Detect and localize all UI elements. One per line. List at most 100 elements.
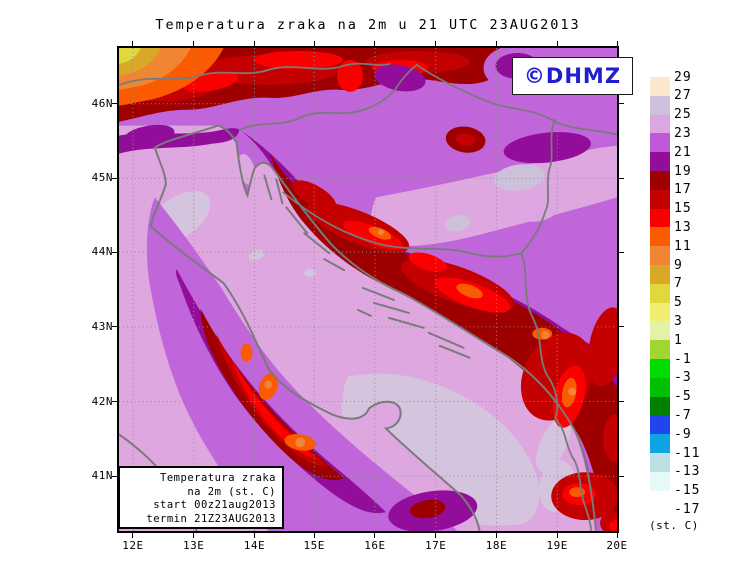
lat-tick-left [112,475,117,477]
lon-tick-bottom [616,533,618,538]
map-area [117,46,619,533]
lon-tick-label: 19E [546,539,568,552]
colorbar-level-label: 17 [674,182,692,198]
colorbar-level-label: -5 [674,389,692,405]
lon-tick-bottom [374,533,376,538]
colorbar-level-label: 21 [674,144,692,160]
lon-tick-top [132,41,134,46]
lon-tick-bottom [556,533,558,538]
colorbar-cell [650,114,670,134]
colorbar-cell [650,434,670,453]
colorbar-level-label: 13 [674,219,692,235]
lat-tick-right [619,251,624,253]
colorbar-cell [650,246,670,265]
colorbar-cell [650,189,670,209]
lon-tick-top [193,41,195,46]
colorbar-units-label: (st. C) [649,519,699,532]
colorbar-cell [650,340,670,359]
lon-tick-label: 15E [303,539,325,552]
valley-warm-cores [444,164,546,232]
colorbar-level-label: 5 [674,295,683,311]
colorbar-level-label: 1 [674,332,683,348]
colorbar-level-label: 25 [674,107,692,123]
temperature-field-svg [119,48,617,531]
lat-tick-left [112,251,117,253]
lon-tick-bottom [253,533,255,538]
lat-tick-label: 45N [91,171,113,185]
info-line-termin: termin 21Z23AUG2013 [146,512,276,525]
islands [263,174,471,359]
colorbar-cell [650,171,670,190]
colorbar-level-label: 15 [674,201,692,217]
colorbar-level-label: 23 [674,125,692,141]
lat-tick-left [112,177,117,179]
colorbar-cell [650,265,670,284]
lat-tick-left [112,103,117,105]
colorbar-cell [650,453,670,472]
colorbar-cell [650,227,670,247]
lon-tick-label: 18E [485,539,508,552]
lon-tick-bottom [495,533,497,538]
lat-tick-label: 41N [91,469,113,483]
lon-tick-label: 12E [122,539,144,552]
colorbar-cell [650,283,670,303]
colorbar-level-label: -1 [674,351,692,367]
valley-cool-pocket [445,126,486,153]
dinaric-cold-zone [270,153,617,531]
lon-tick-top [374,41,376,46]
dinaric-coldest-spots [368,226,586,498]
lat-tick-left [112,326,117,328]
colorbar-level-label: 29 [674,69,692,85]
lon-tick-bottom [193,533,195,538]
colorbar-level-label: 9 [674,257,683,273]
lon-tick-top [313,41,315,46]
puglia-uplands [388,490,478,531]
lon-tick-top [253,41,255,46]
colorbar-cell [650,95,670,115]
colorbar-level-label: -7 [674,407,692,423]
country-borders [119,62,617,531]
apennines-cold-spots [240,343,317,451]
colorbar-cell [650,152,670,171]
lat-tick-right [619,326,624,328]
colorbar-level-label: 19 [674,163,692,179]
lon-tick-top [495,41,497,46]
lat-tick-label: 42N [91,394,113,408]
lat-tick-right [619,103,624,105]
lon-tick-label: 13E [183,539,205,552]
colorbar-cell [650,377,670,397]
dhmz-logo-text: ©DHMZ [523,64,622,88]
colorbar-cell [650,471,670,491]
dhmz-logo: ©DHMZ [512,57,633,95]
lat-tick-label: 43N [91,319,113,333]
colorbar-cell [650,490,670,510]
colorbar-level-label: -17 [674,501,701,517]
lat-tick-right [619,177,624,179]
colorbar-level-label: 3 [674,313,683,329]
graticule [119,48,617,531]
colorbar-cell [650,359,670,378]
page-title: Temperatura zraka na 2m u 21 UTC 23AUG20… [155,17,581,33]
info-line-start: start 00z21aug2013 [153,499,276,511]
colorbar-level-label: 11 [674,238,692,254]
colorbar-level-label: -15 [674,483,701,499]
lon-tick-label: 20E [606,539,628,552]
sava-valley-warm [371,145,617,246]
lon-tick-label: 16E [364,539,386,552]
colorbar-cell [650,208,670,228]
colorbar-level-label: -11 [674,445,701,461]
colorbar-level-label: -13 [674,464,701,480]
lon-tick-top [616,41,618,46]
lon-tick-label: 17E [425,539,447,552]
lon-tick-top [435,41,437,46]
lat-tick-label: 46N [91,96,113,110]
lat-tick-right [619,475,624,477]
lat-tick-right [619,401,624,403]
colorbar-cell [650,396,670,416]
lon-tick-top [556,41,558,46]
info-line-units: na 2m (st. C) [187,485,276,498]
colorbar-level-label: -9 [674,426,692,442]
lon-tick-bottom [132,533,134,538]
colorbar-level-label: 27 [674,88,692,104]
colorbar-level-label: 7 [674,276,683,292]
